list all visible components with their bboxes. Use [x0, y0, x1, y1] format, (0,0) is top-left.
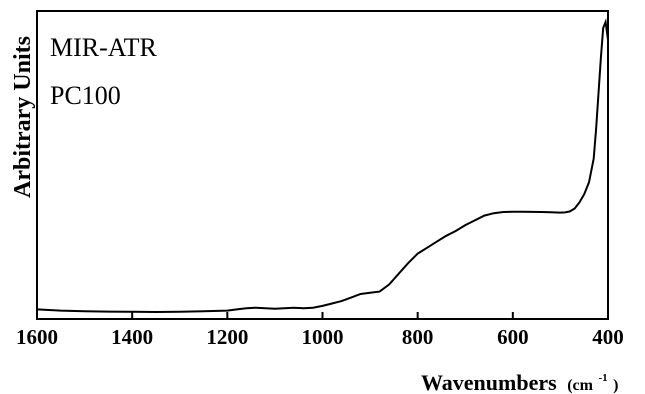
x-tick-label-400: 400	[592, 325, 624, 349]
x-tick-label-1200: 1200	[206, 325, 248, 349]
x-axis-unit-sup: -1	[598, 372, 607, 384]
x-tick-label-1400: 1400	[111, 325, 153, 349]
spectrum-line	[36, 18, 609, 314]
annotation-mir-atr: MIR-ATR	[50, 33, 158, 62]
x-axis-title-main: Wavenumbers	[421, 370, 557, 394]
x-axis-title: Wavenumbers (cm -1 )	[421, 361, 618, 394]
y-axis-title: Arbitrary Units	[10, 36, 36, 198]
x-tick-labels: 1600 1400 1200 1000 800 600 400	[16, 325, 624, 349]
x-tick-label-600: 600	[497, 325, 529, 349]
x-ticks	[36, 312, 609, 319]
x-tick-label-1600: 1600	[16, 325, 58, 349]
x-axis-unit-prefix: (cm	[567, 377, 593, 394]
x-tick-label-800: 800	[402, 325, 434, 349]
x-tick-label-1000: 1000	[302, 325, 344, 349]
x-axis-unit-suffix: )	[613, 377, 618, 394]
annotation-pc100: PC100	[50, 81, 121, 110]
